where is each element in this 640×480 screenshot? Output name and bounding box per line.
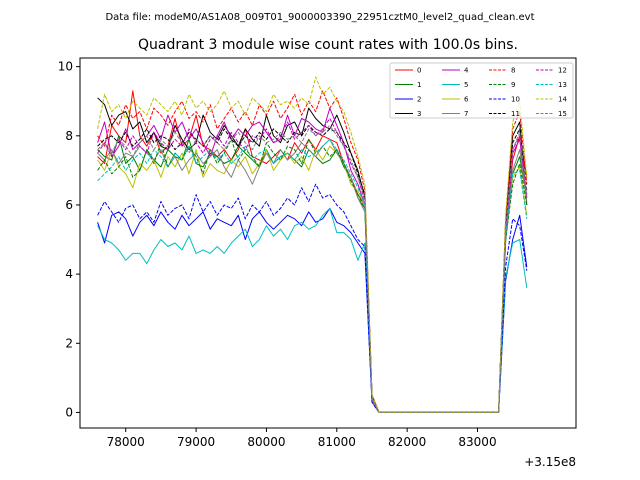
y-tick-label: 6 [65, 198, 73, 212]
legend-label: 8 [511, 67, 515, 75]
chart-title: Quadrant 3 module wise count rates with … [138, 37, 518, 53]
legend-label: 0 [417, 67, 421, 75]
y-tick-label: 8 [65, 129, 73, 143]
legend-label: 10 [511, 96, 520, 104]
x-tick-label: 78000 [107, 435, 145, 449]
legend-label: 2 [417, 96, 421, 104]
x-offset-label: +3.15e8 [524, 455, 576, 469]
legend-label: 12 [558, 67, 567, 75]
legend-label: 15 [558, 110, 567, 118]
y-tick-label: 4 [65, 267, 73, 281]
plot-frame [79, 57, 577, 429]
x-tick-label: 79000 [177, 435, 215, 449]
legend-label: 11 [511, 110, 520, 118]
series-layer [97, 76, 528, 413]
legend-label: 6 [464, 96, 469, 104]
legend-label: 13 [558, 81, 567, 89]
y-tick-label: 0 [65, 405, 73, 419]
series-line-15 [97, 124, 528, 413]
legend-label: 9 [511, 81, 515, 89]
x-tick-label: 83000 [458, 435, 496, 449]
series-line-14 [97, 76, 528, 413]
legend-label: 3 [417, 110, 421, 118]
legend-label: 4 [464, 67, 469, 75]
legend-label: 1 [417, 81, 421, 89]
y-tick-label: 10 [58, 60, 73, 74]
x-tick-label: 82000 [388, 435, 426, 449]
x-tick-label: 80000 [247, 435, 285, 449]
series-line-11 [97, 124, 528, 413]
x-tick-label: 81000 [318, 435, 356, 449]
legend-box [389, 62, 574, 119]
chart-suptitle: Data file: modeM0/AS1A08_009T01_90000033… [105, 12, 534, 23]
legend-label: 7 [464, 110, 468, 118]
legend-label: 5 [464, 81, 468, 89]
legend-label: 14 [558, 96, 567, 104]
y-tick-label: 2 [65, 336, 73, 350]
